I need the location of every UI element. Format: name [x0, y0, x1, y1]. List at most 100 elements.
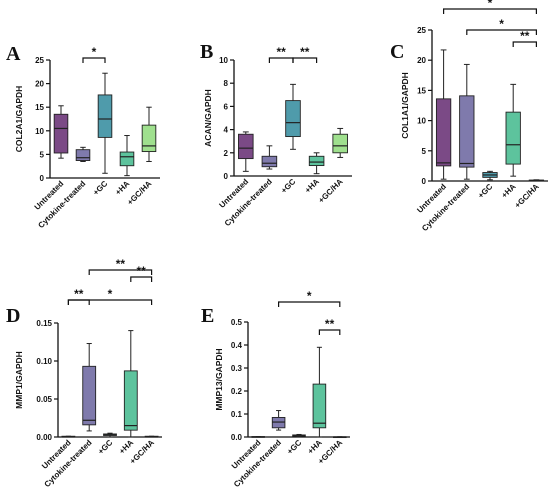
- y-tick-label: 15: [35, 103, 44, 112]
- box-iqr: [459, 95, 475, 168]
- box-4: [119, 135, 135, 177]
- significance-label: **: [74, 287, 84, 301]
- box-5: [528, 179, 545, 182]
- y-tick-label: 0.10: [36, 357, 52, 366]
- box-1: [251, 436, 265, 438]
- bracket-line: [466, 29, 537, 35]
- bracket-line: [88, 269, 153, 275]
- panel-a: ACOL2A1/GAPDH0510152025UntreatedCytokine…: [6, 43, 160, 230]
- y-tick-label: 0.4: [231, 341, 243, 350]
- y-tick-label: 8: [224, 79, 229, 88]
- box-3: [103, 432, 117, 438]
- y-tick-label: 0.3: [231, 364, 243, 373]
- bracket-line: [292, 57, 318, 63]
- x-tick-label: +GC/HA: [126, 179, 154, 207]
- significance-bracket: **: [318, 317, 341, 335]
- box-iqr: [75, 149, 91, 161]
- x-tick-label: +GC: [476, 182, 494, 200]
- y-tick-label: 0.00: [36, 433, 52, 442]
- x-tick-label: +HA: [306, 438, 324, 456]
- significance-bracket: *: [466, 17, 537, 35]
- box-5: [144, 435, 159, 438]
- bracket-line: [67, 299, 153, 305]
- y-tick-label: 0.2: [231, 387, 243, 396]
- x-tick-label: +HA: [114, 179, 132, 197]
- significance-bracket: **: [88, 257, 153, 275]
- significance-label: *: [307, 289, 312, 303]
- significance-bracket: *: [278, 289, 341, 307]
- x-tick-label: +GC/HA: [513, 182, 541, 210]
- significance-label: **: [300, 45, 310, 59]
- box-1: [435, 49, 452, 180]
- box-iqr: [123, 370, 138, 431]
- significance-label: *: [108, 287, 113, 301]
- y-tick-label: 0.5: [231, 318, 243, 327]
- box-5: [332, 127, 348, 158]
- y-tick-label: 20: [35, 80, 44, 89]
- y-tick-label: 15: [417, 86, 426, 95]
- bracket-line: [130, 276, 153, 282]
- bracket-line: [512, 41, 537, 47]
- y-tick-label: 0.1: [231, 410, 243, 419]
- panel-letter: C: [390, 41, 404, 63]
- box-1: [238, 131, 254, 172]
- y-tick-label: 0.15: [36, 319, 52, 328]
- box-iqr: [238, 133, 254, 160]
- box-iqr: [119, 151, 135, 167]
- significance-bracket: *: [82, 45, 106, 63]
- box-4: [505, 83, 521, 177]
- box-5: [141, 106, 157, 162]
- box-iqr: [141, 124, 157, 153]
- box-5: [333, 436, 347, 439]
- box-4: [312, 346, 327, 438]
- box-iqr: [308, 155, 325, 167]
- box-4: [308, 152, 325, 175]
- significance-label: **: [137, 264, 147, 278]
- significance-bracket: *: [443, 0, 537, 14]
- y-tick-label: 0.0: [231, 433, 243, 442]
- y-tick-label: 5: [422, 147, 427, 156]
- significance-label: *: [499, 17, 504, 31]
- box-2: [75, 146, 91, 162]
- y-tick-label: 0.05: [36, 395, 52, 404]
- box-2: [459, 63, 475, 180]
- bracket-line: [443, 8, 537, 14]
- box-2: [82, 343, 97, 432]
- y-axis-label: MMP13/GAPDH: [214, 348, 224, 410]
- box-2: [261, 145, 278, 170]
- box-iqr: [312, 383, 327, 429]
- y-tick-label: 10: [35, 127, 44, 136]
- y-axis-label: COL1A1/GAPDH: [400, 72, 410, 139]
- x-tick-label: +HA: [500, 182, 518, 200]
- box-iqr: [261, 155, 278, 168]
- box-3: [285, 83, 301, 150]
- significance-bracket: **: [67, 287, 90, 305]
- x-tick-label: +HA: [117, 438, 135, 456]
- box-3: [292, 433, 306, 438]
- significance-bracket: **: [512, 29, 537, 47]
- box-iqr: [82, 365, 97, 426]
- panel-d: DMMP1/GAPDH0.000.050.100.15UntreatedCyto…: [6, 257, 162, 489]
- x-tick-label: +GC: [96, 438, 114, 456]
- y-tick-label: 5: [40, 150, 45, 159]
- panel-letter: D: [6, 305, 20, 327]
- panel-letter: E: [201, 305, 214, 327]
- box-iqr: [285, 100, 301, 138]
- x-tick-label: +GC: [279, 177, 297, 195]
- y-tick-label: 25: [417, 26, 426, 35]
- box-iqr: [332, 133, 348, 154]
- y-tick-label: 0: [422, 177, 427, 186]
- x-tick-label: +GC: [285, 438, 303, 456]
- significance-bracket: *: [67, 287, 153, 305]
- box-1: [53, 105, 69, 159]
- panel-letter: A: [6, 43, 21, 65]
- panel-letter: B: [200, 41, 213, 63]
- box-iqr: [97, 94, 113, 138]
- y-axis-label: COL2A1/GAPDH: [14, 86, 24, 153]
- x-tick-label: +GC: [91, 179, 109, 197]
- y-tick-label: 4: [224, 126, 229, 135]
- x-tick-label: +HA: [303, 177, 321, 195]
- bracket-line: [318, 329, 341, 335]
- x-tick-label: +GC/HA: [317, 177, 345, 205]
- y-tick-label: 6: [224, 102, 229, 111]
